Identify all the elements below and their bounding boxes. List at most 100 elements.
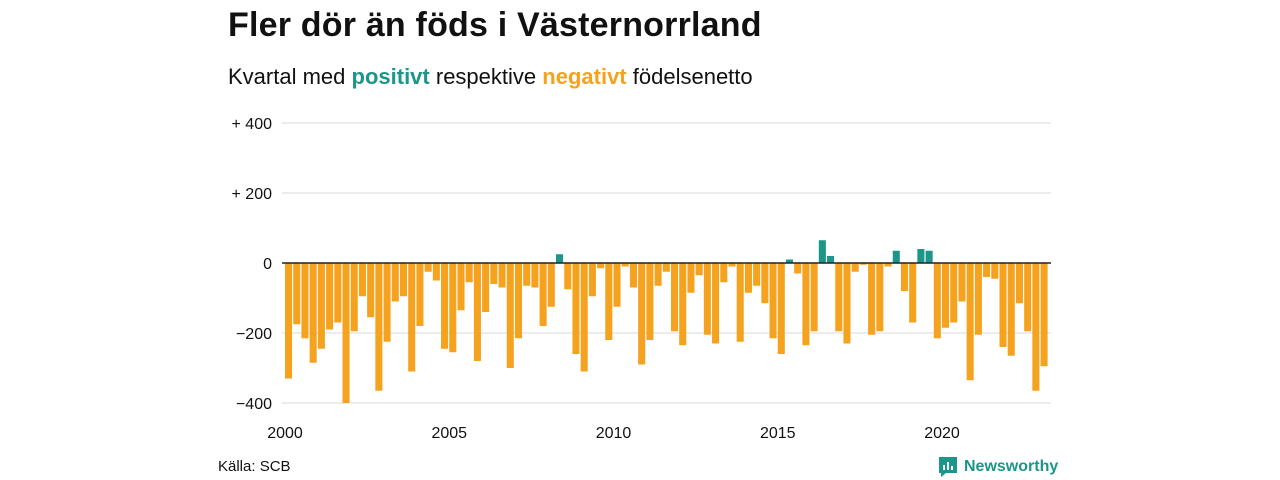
y-tick-label: + 200: [232, 186, 273, 203]
bar: [950, 263, 958, 323]
y-tick-label: 0: [263, 256, 272, 273]
bar: [761, 263, 769, 304]
bar: [391, 263, 399, 302]
x-axis-tick-labels: 2000 2005 2010 2015 2020: [267, 425, 960, 442]
bar: [1032, 263, 1040, 391]
x-tick-label: 2000: [267, 425, 303, 442]
bar: [326, 263, 334, 330]
bar: [473, 263, 481, 361]
subtitle-suffix: födelsenetto: [632, 64, 753, 89]
x-tick-label: 2010: [596, 425, 632, 442]
bar: [367, 263, 375, 318]
bar: [547, 263, 555, 307]
bars: [285, 240, 1048, 403]
bar: [662, 263, 670, 272]
x-tick-label: 2020: [924, 425, 960, 442]
bar: [498, 263, 506, 288]
x-tick-label: 2015: [760, 425, 796, 442]
bar: [408, 263, 416, 372]
bar: [1040, 263, 1048, 367]
bar: [629, 263, 637, 288]
bar: [482, 263, 490, 312]
newsworthy-logo-icon: [939, 457, 957, 477]
bar: [712, 263, 720, 344]
bar: [818, 240, 826, 263]
bar: [556, 254, 564, 263]
bar: [654, 263, 662, 286]
bar: [457, 263, 465, 311]
bar: [843, 263, 851, 344]
bar: [851, 263, 859, 272]
bar: [342, 263, 350, 403]
brand-logo: Newsworthy: [938, 456, 1058, 478]
bar: [859, 263, 867, 265]
bar: [999, 263, 1007, 347]
bar: [580, 263, 588, 372]
bar: [1024, 263, 1032, 332]
bar: [1007, 263, 1015, 356]
bar: [933, 263, 941, 339]
bar: [317, 263, 325, 349]
chart-subtitle: Kvartal med positivt respektive negativt…: [228, 64, 753, 90]
bar: [744, 263, 752, 293]
bar: [753, 263, 761, 286]
bar: [670, 263, 679, 332]
bar: [539, 263, 547, 326]
bar: [687, 263, 695, 293]
bar: [983, 263, 991, 277]
bar: [564, 263, 572, 290]
bar: [876, 263, 884, 332]
bar: [884, 263, 892, 267]
bar: [958, 263, 966, 302]
bar: [868, 263, 876, 335]
bar: [441, 263, 449, 349]
bar: [621, 263, 629, 267]
bar: [974, 263, 982, 335]
bar: [966, 263, 974, 381]
bar: [1015, 263, 1023, 304]
bar: [597, 263, 605, 269]
bar: [465, 263, 473, 283]
bar: [720, 263, 728, 283]
bar: [490, 263, 498, 284]
bar: [892, 250, 900, 263]
y-tick-label: −400: [236, 396, 272, 413]
bar: [605, 263, 613, 340]
bar: [942, 263, 950, 328]
chart-title: Fler dör än föds i Västernorrland: [228, 6, 762, 44]
brand-name: Newsworthy: [964, 458, 1059, 475]
bar: [728, 263, 736, 267]
bar: [736, 263, 744, 342]
subtitle-negative-word: negativt: [542, 64, 627, 89]
bar: [703, 263, 711, 335]
bar: [309, 263, 317, 363]
subtitle-prefix: Kvartal med: [228, 64, 346, 89]
bar: [432, 263, 440, 281]
bar: [827, 256, 835, 263]
bar: [514, 263, 523, 339]
y-tick-label: −200: [236, 326, 272, 343]
bar: [638, 263, 646, 365]
bar: [350, 263, 358, 332]
bar: [399, 263, 408, 297]
bar: [572, 263, 580, 354]
y-tick-label: + 400: [232, 116, 273, 133]
bar: [293, 263, 301, 325]
x-tick-label: 2005: [431, 425, 467, 442]
bar: [991, 263, 999, 279]
bar: [588, 263, 596, 297]
y-axis-tick-labels: + 400 + 200 0 −200 −400: [232, 116, 273, 413]
bar: [679, 263, 687, 346]
bar: [785, 259, 794, 263]
bar: [424, 263, 432, 272]
bar: [917, 249, 925, 263]
bar: [334, 263, 342, 323]
bar: [301, 263, 309, 339]
bar: [531, 263, 539, 288]
bar: [802, 263, 810, 346]
bar: [769, 263, 777, 339]
bar: [416, 263, 424, 326]
bar: [810, 263, 818, 332]
bar: [358, 263, 366, 297]
